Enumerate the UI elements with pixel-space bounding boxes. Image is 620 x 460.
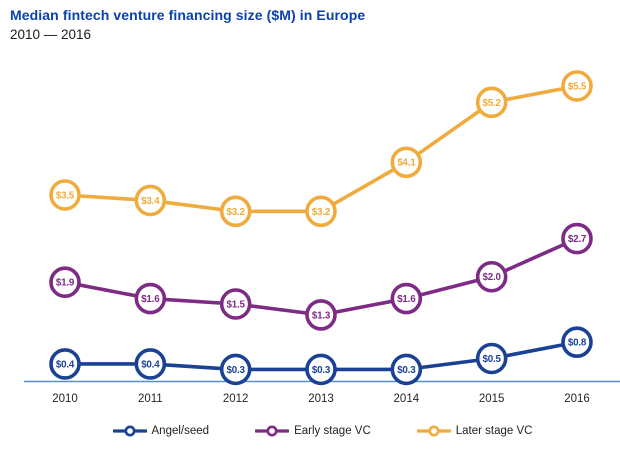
page-title: Median fintech venture financing size ($… [10, 7, 366, 23]
data-point-marker [475, 260, 508, 293]
legend-item: Early stage VC [255, 425, 371, 437]
data-point-marker [305, 195, 337, 228]
data-point-label: $1.3 [312, 310, 331, 321]
data-point-marker [219, 195, 252, 228]
data-point-marker [475, 342, 508, 375]
data-point-label: $0.4 [141, 359, 160, 370]
x-tick-label: 2016 [564, 393, 590, 405]
legend-line-marker-icon [416, 425, 451, 437]
data-point-label: $3.5 [56, 190, 75, 201]
data-point-label: $5.5 [568, 81, 587, 92]
data-point-label: $0.3 [397, 365, 416, 376]
data-point-label: $1.6 [397, 294, 416, 305]
data-point-label: $5.2 [483, 98, 502, 109]
data-point-marker [305, 299, 337, 331]
data-point-marker [49, 348, 81, 380]
data-point-marker [134, 282, 167, 315]
legend-label: Angel/seed [151, 425, 210, 437]
data-point-label: $3.2 [312, 207, 331, 218]
data-point-marker [390, 282, 423, 315]
data-point-marker [561, 70, 593, 102]
chart-legend: Angel/seed Early stage VC Later stage VC [25, 425, 620, 437]
data-point-marker [219, 353, 252, 386]
line-chart-canvas: 2010 2011 2012 2013 2014 2015 2016 $0.4 $0.4 $0.3… [24, 70, 620, 405]
legend-item: Angel/seed [112, 425, 210, 437]
x-tick-label: 2014 [394, 393, 420, 405]
x-tick-label: 2015 [479, 393, 505, 405]
x-tick-label: 2011 [138, 393, 163, 405]
data-point-marker [561, 326, 593, 358]
data-point-label: $4.1 [397, 158, 416, 169]
legend-label: Early stage VC [294, 425, 371, 437]
data-point-label: $1.6 [141, 294, 160, 305]
data-point-marker [134, 348, 167, 380]
data-point-marker [390, 146, 423, 179]
legend-item: Later stage VC [416, 425, 533, 437]
data-point-marker [219, 288, 252, 320]
data-point-label: $2.0 [483, 272, 502, 283]
page-subtitle: 2010 — 2016 [10, 27, 92, 42]
data-point-marker [390, 353, 423, 386]
data-point-marker [134, 184, 167, 217]
data-point-marker [49, 179, 81, 211]
data-point-label: $1.9 [56, 278, 75, 289]
data-point-marker [475, 86, 508, 119]
data-point-label: $0.3 [227, 365, 246, 376]
data-point-label: $2.7 [568, 234, 587, 245]
legend-line-marker-icon [112, 425, 147, 437]
data-point-label: $3.4 [141, 196, 160, 207]
legend-line-marker-icon [255, 425, 290, 437]
data-point-label: $0.8 [568, 338, 587, 349]
x-tick-label: 2010 [52, 393, 78, 405]
data-point-marker [561, 222, 593, 255]
x-tick-label: 2013 [308, 393, 334, 405]
x-tick-label: 2012 [223, 393, 249, 405]
data-point-label: $0.4 [56, 359, 75, 370]
data-point-label: $3.2 [227, 207, 246, 218]
data-point-marker [49, 266, 81, 299]
data-point-label: $1.5 [227, 299, 246, 310]
legend-label: Later stage VC [455, 425, 533, 437]
data-point-label: $0.3 [312, 365, 331, 376]
data-point-label: $0.5 [483, 354, 502, 365]
data-point-marker [305, 353, 337, 386]
